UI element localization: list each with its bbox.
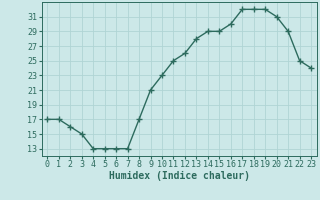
X-axis label: Humidex (Indice chaleur): Humidex (Indice chaleur): [109, 171, 250, 181]
